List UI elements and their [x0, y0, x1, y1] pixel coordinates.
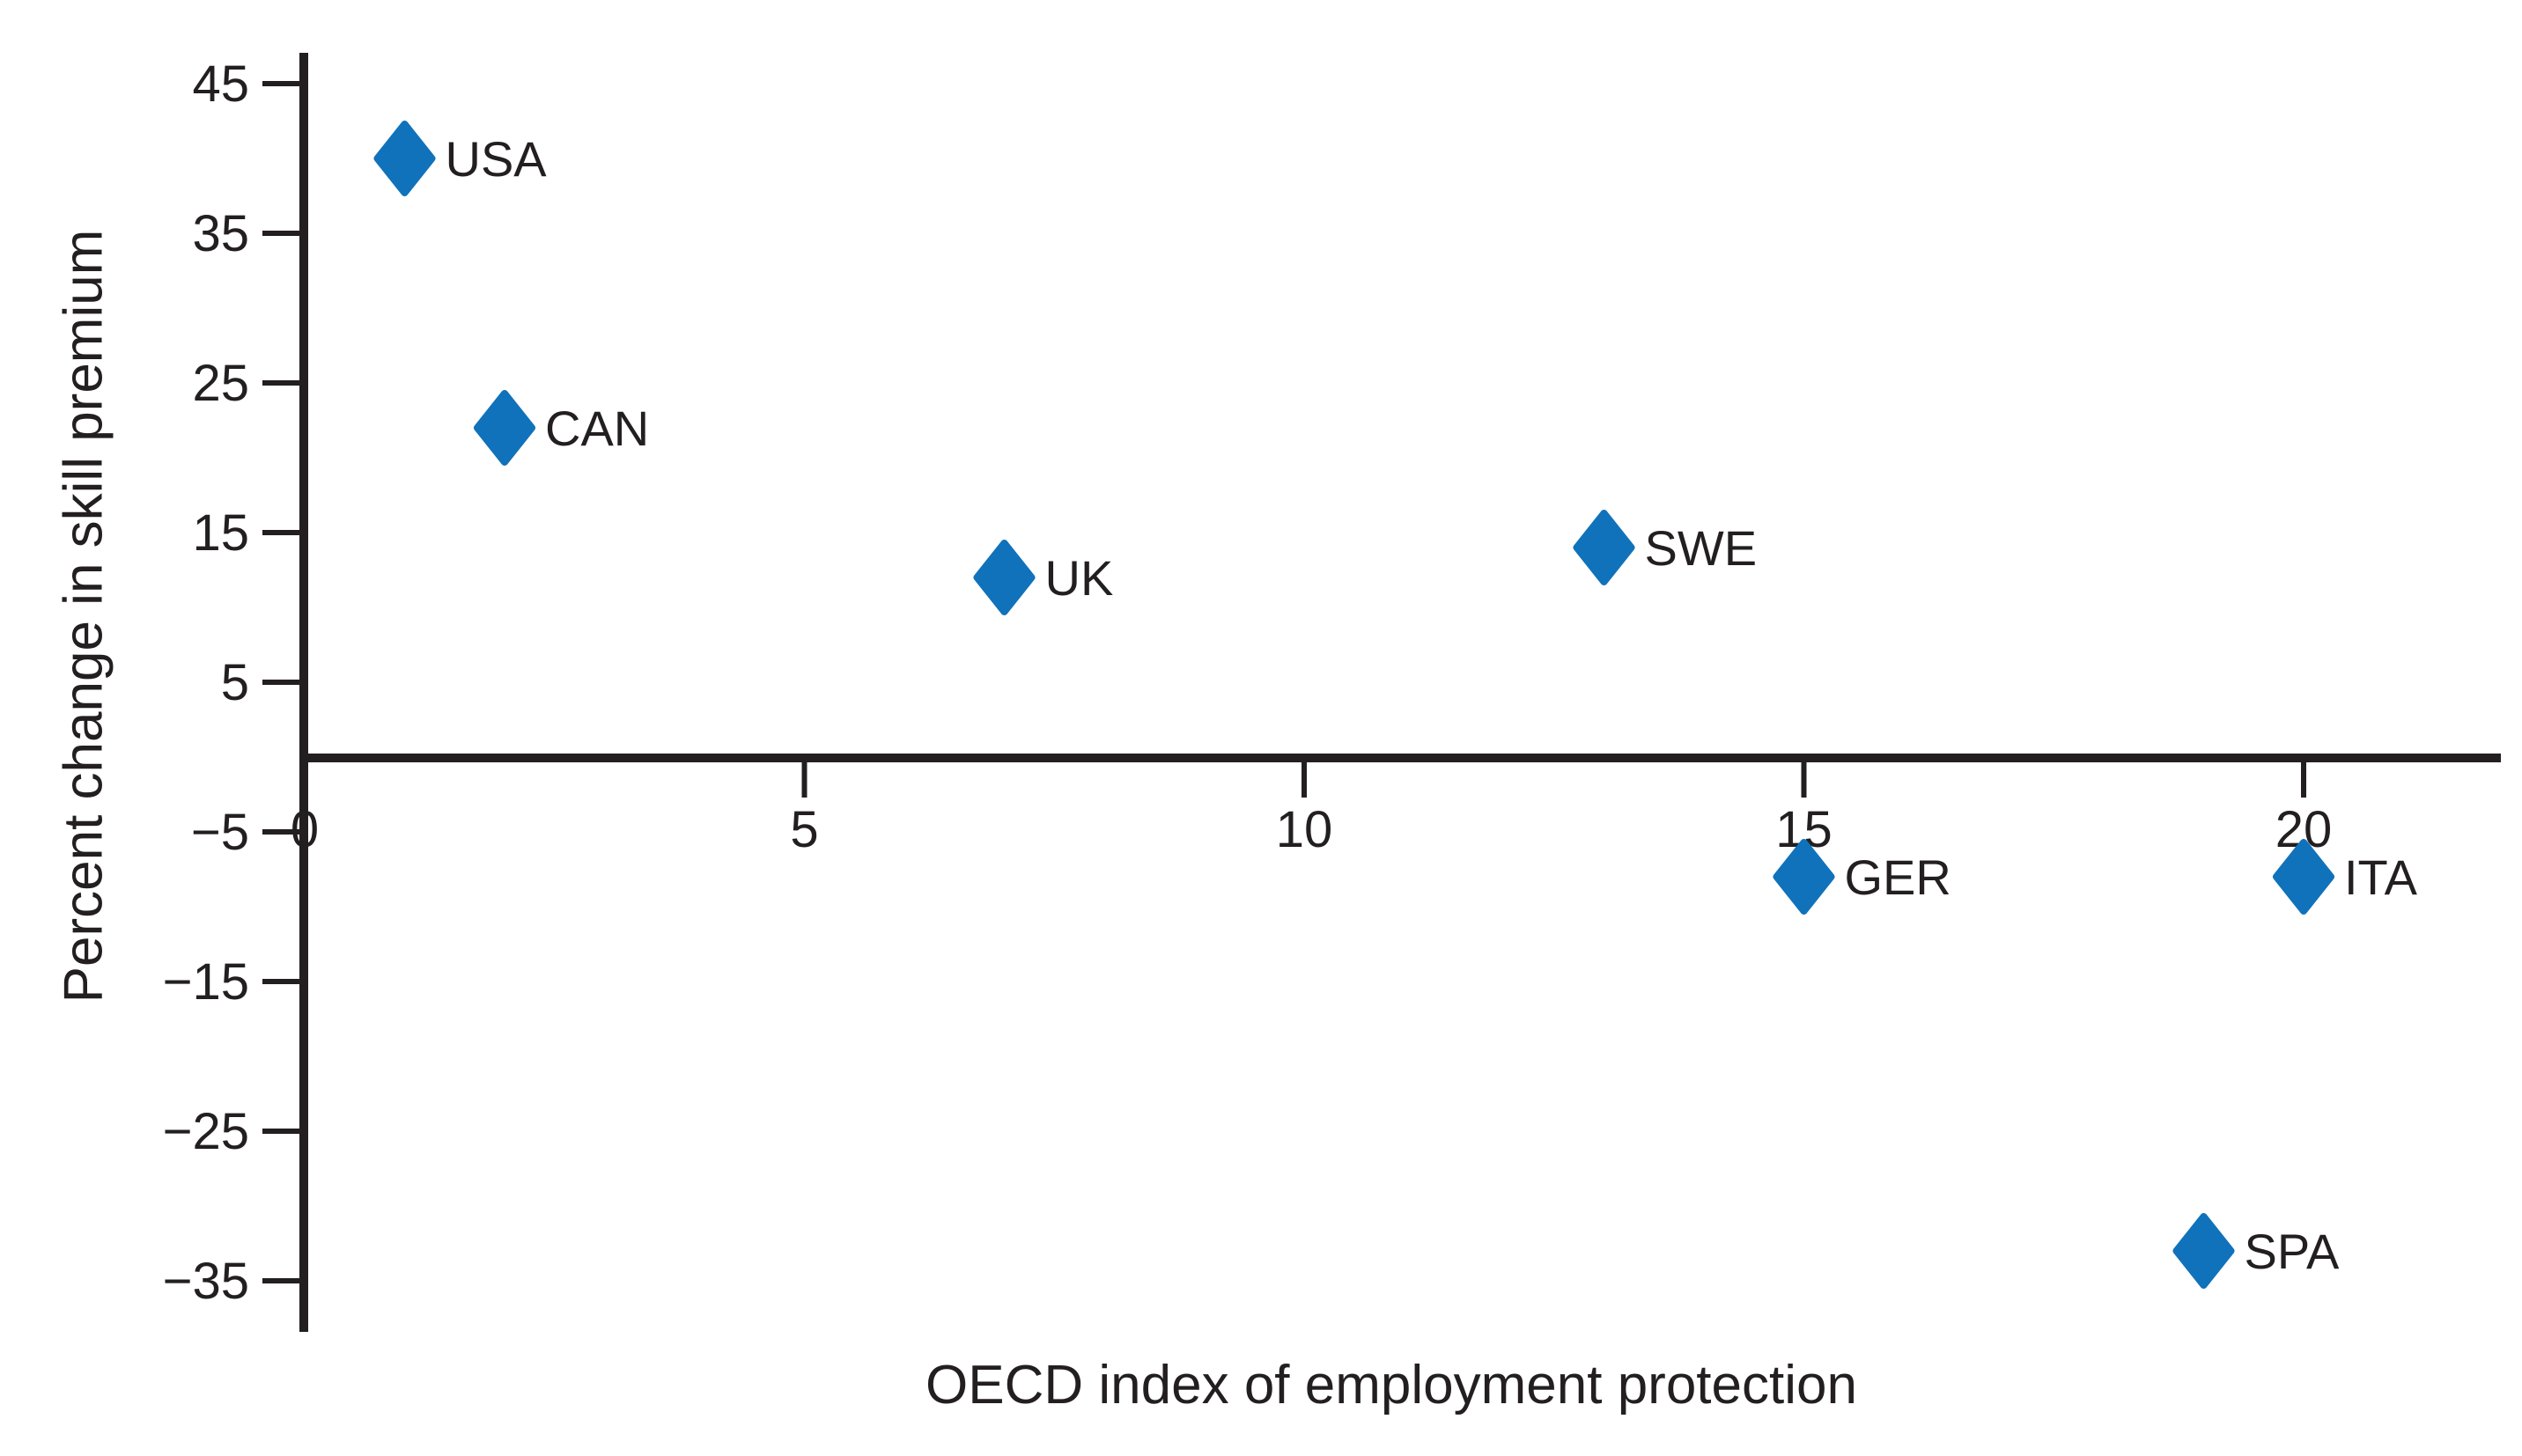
x-tick-label-10: 10: [1276, 801, 1333, 858]
diamond-marker-SWE: [1573, 510, 1635, 585]
point-label-USA: USA: [446, 131, 548, 187]
diamond-marker-CAN: [474, 390, 535, 466]
x-tick-label-5: 5: [790, 801, 818, 858]
diamond-marker-GER: [1773, 839, 1835, 915]
data-point-SPA: SPA: [2172, 1213, 2341, 1289]
y-tick-label--35: −35: [163, 1253, 249, 1310]
point-label-SWE: SWE: [1645, 520, 1758, 576]
diamond-marker-SPA: [2172, 1213, 2235, 1289]
diamond-marker-UK: [973, 540, 1036, 615]
point-label-UK: UK: [1045, 550, 1114, 606]
y-axis-title: Percent change in skill premium: [53, 229, 114, 1004]
data-point-GER: GER: [1773, 839, 1951, 915]
y-tick-label-25: 25: [192, 355, 249, 412]
data-point-CAN: CAN: [474, 390, 649, 466]
point-label-GER: GER: [1845, 849, 1951, 905]
data-point-UK: UK: [973, 540, 1114, 615]
y-tick-label--5: −5: [191, 804, 249, 861]
point-label-SPA: SPA: [2245, 1224, 2341, 1279]
y-tick-label-5: 5: [221, 654, 249, 711]
y-tick-label--25: −25: [163, 1103, 249, 1160]
diamond-marker-USA: [373, 121, 436, 196]
x-axis-title: OECD index of employment protection: [925, 1355, 1857, 1416]
y-tick-label-15: 15: [192, 504, 249, 562]
y-tick-label-35: 35: [192, 205, 249, 262]
data-point-ITA: ITA: [2273, 839, 2418, 915]
point-label-CAN: CAN: [545, 401, 649, 456]
y-tick-label--15: −15: [163, 953, 249, 1011]
diamond-marker-ITA: [2273, 839, 2334, 915]
data-point-USA: USA: [373, 121, 548, 196]
point-label-ITA: ITA: [2344, 849, 2418, 905]
y-tick-label-45: 45: [192, 55, 249, 113]
data-point-SWE: SWE: [1573, 510, 1758, 585]
